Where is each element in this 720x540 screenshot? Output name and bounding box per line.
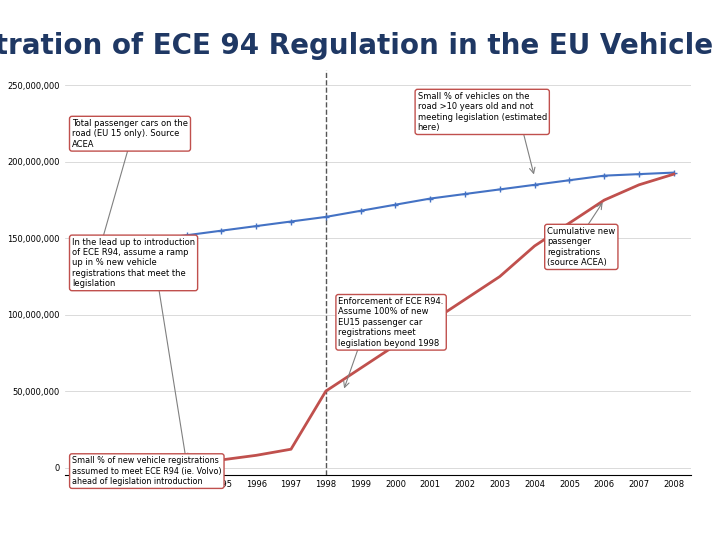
Text: In the lead up to introduction
of ECE R94, assume a ramp
up in % new vehicle
reg: In the lead up to introduction of ECE R9… — [72, 238, 195, 288]
Text: Cumulative new
passenger
registrations
(source ACEA): Cumulative new passenger registrations (… — [547, 227, 616, 267]
Text: Penetration of ECE 94 Regulation in the EU Vehicle Fleet: Penetration of ECE 94 Regulation in the … — [0, 32, 720, 60]
Text: Small % of vehicles on the
road >10 years old and not
meeting legislation (estim: Small % of vehicles on the road >10 year… — [418, 92, 547, 132]
Text: Enforcement of ECE R94.
Assume 100% of new
EU15 passenger car
registrations meet: Enforcement of ECE R94. Assume 100% of n… — [338, 297, 444, 348]
Text: Small % of new vehicle registrations
assumed to meet ECE R94 (ie. Volvo)
ahead o: Small % of new vehicle registrations ass… — [72, 456, 222, 486]
Text: Total passenger cars on the
road (EU 15 only). Source
ACEA: Total passenger cars on the road (EU 15 … — [72, 119, 188, 148]
